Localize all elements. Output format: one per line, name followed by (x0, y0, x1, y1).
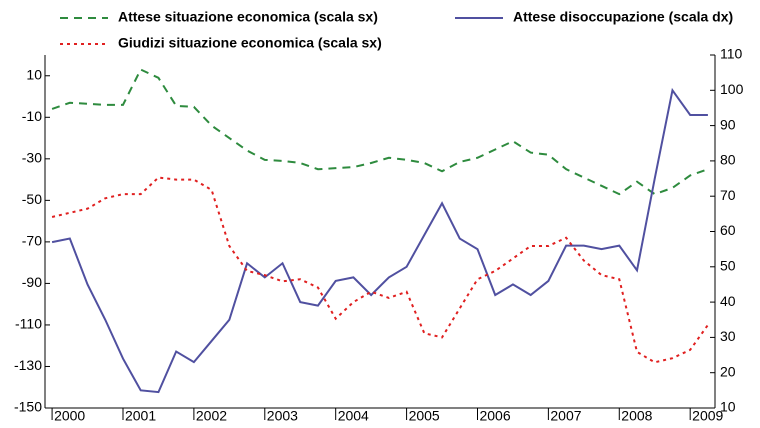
y-tick-label: 10 (26, 66, 42, 82)
y2-tick-label: 80 (720, 152, 736, 168)
y2-tick-label: 60 (720, 222, 736, 238)
x-tick-label: 2003 (267, 408, 298, 423)
y-tick-label: -10 (22, 108, 42, 124)
y-tick-label: -30 (22, 150, 42, 166)
x-tick-label: 2001 (125, 408, 156, 423)
y2-tick-label: 70 (720, 187, 736, 203)
legend-label: Giudizi situazione economica (scala sx) (118, 35, 382, 51)
y-tick-label: -150 (14, 399, 42, 415)
y-tick-label: -110 (15, 316, 42, 332)
x-tick-label: 2009 (692, 408, 723, 423)
y2-tick-label: 110 (720, 46, 743, 62)
y2-tick-label: 90 (720, 116, 736, 132)
series-line (51, 176, 709, 364)
y2-tick-label: 10 (720, 399, 736, 415)
y2-tick-label: 30 (720, 328, 736, 344)
series-line (51, 87, 708, 394)
y-tick-label: -50 (22, 191, 42, 207)
x-tick-label: 2008 (621, 408, 652, 423)
series-line (51, 68, 709, 196)
legend-label: Attese situazione economica (scala sx) (118, 9, 378, 25)
x-tick-label: 2006 (479, 408, 510, 423)
x-tick-label: 2002 (196, 408, 227, 423)
y2-tick-label: 40 (720, 293, 736, 309)
y-tick-label: -70 (22, 233, 42, 249)
y2-tick-label: 20 (720, 363, 736, 379)
legend-label: Attese disoccupazione (scala dx) (513, 9, 733, 25)
x-tick-label: 2004 (338, 408, 369, 423)
x-tick-label: 2005 (409, 408, 440, 423)
x-tick-label: 2000 (54, 408, 85, 423)
y2-tick-label: 100 (720, 81, 744, 97)
y-tick-label: -90 (22, 274, 42, 290)
y2-tick-label: 50 (720, 258, 736, 274)
x-tick-label: 2007 (550, 408, 581, 423)
y-tick-label: -130 (14, 357, 42, 373)
